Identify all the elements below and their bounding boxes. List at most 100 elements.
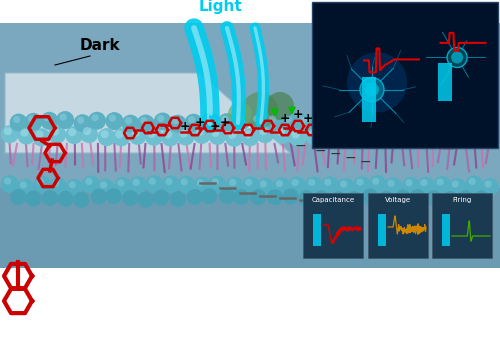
Circle shape (13, 116, 20, 123)
Circle shape (178, 176, 196, 194)
Text: +: + (194, 116, 205, 129)
Circle shape (161, 129, 179, 146)
Circle shape (114, 177, 132, 195)
Text: −: − (329, 147, 341, 161)
Circle shape (458, 113, 476, 131)
Circle shape (288, 129, 306, 147)
Circle shape (292, 131, 300, 139)
Circle shape (250, 189, 266, 205)
Text: Dark: Dark (80, 38, 120, 53)
Circle shape (77, 117, 84, 124)
Circle shape (372, 129, 380, 137)
Circle shape (266, 113, 283, 131)
Circle shape (242, 92, 278, 128)
Circle shape (34, 176, 52, 194)
Circle shape (388, 180, 394, 187)
Circle shape (433, 176, 451, 194)
Circle shape (269, 115, 276, 123)
Circle shape (100, 130, 108, 138)
Circle shape (361, 112, 379, 130)
Circle shape (194, 177, 212, 195)
Circle shape (336, 125, 354, 143)
Circle shape (308, 129, 316, 137)
Text: +: + (302, 111, 314, 125)
Circle shape (362, 189, 378, 204)
Circle shape (148, 178, 156, 185)
Circle shape (274, 126, 292, 144)
Circle shape (380, 117, 387, 124)
Circle shape (282, 189, 298, 204)
Circle shape (352, 126, 370, 144)
Circle shape (421, 127, 429, 135)
Circle shape (323, 129, 332, 137)
Circle shape (376, 115, 394, 133)
Bar (378, 214, 386, 246)
Circle shape (384, 177, 402, 195)
Circle shape (428, 114, 436, 121)
Circle shape (417, 177, 435, 195)
Circle shape (433, 125, 451, 143)
Circle shape (368, 127, 386, 145)
Circle shape (481, 128, 499, 146)
Circle shape (24, 113, 42, 131)
Circle shape (96, 179, 114, 197)
Circle shape (347, 52, 407, 112)
Circle shape (436, 127, 444, 135)
Circle shape (98, 128, 116, 146)
Circle shape (288, 176, 306, 194)
Circle shape (300, 117, 306, 124)
Circle shape (464, 128, 482, 146)
Text: −: − (294, 139, 306, 153)
Circle shape (414, 114, 420, 121)
Circle shape (451, 52, 463, 63)
Circle shape (320, 127, 338, 145)
Circle shape (196, 128, 204, 136)
Circle shape (116, 130, 124, 138)
Circle shape (88, 112, 106, 130)
Circle shape (356, 179, 364, 186)
Bar (0, 23, 500, 268)
Circle shape (272, 178, 290, 195)
Circle shape (253, 115, 260, 122)
Circle shape (80, 125, 98, 143)
Circle shape (212, 129, 220, 137)
Circle shape (328, 113, 346, 131)
Circle shape (42, 190, 58, 206)
Circle shape (16, 179, 34, 197)
Circle shape (208, 127, 226, 145)
Circle shape (436, 179, 444, 186)
Circle shape (166, 178, 172, 185)
Circle shape (68, 128, 76, 136)
Circle shape (281, 113, 299, 131)
Circle shape (298, 190, 314, 206)
Circle shape (136, 115, 154, 132)
Circle shape (40, 112, 58, 130)
Circle shape (379, 191, 395, 207)
Circle shape (360, 78, 384, 102)
Circle shape (484, 130, 492, 138)
Text: +: + (280, 111, 290, 125)
Circle shape (52, 180, 60, 187)
Circle shape (176, 127, 194, 146)
Circle shape (484, 180, 492, 188)
Circle shape (385, 128, 403, 146)
Circle shape (184, 114, 202, 132)
Circle shape (125, 117, 132, 124)
Circle shape (193, 126, 211, 144)
Circle shape (208, 176, 226, 194)
Circle shape (442, 191, 458, 207)
Circle shape (122, 115, 140, 133)
Circle shape (0, 125, 18, 143)
Circle shape (410, 189, 426, 205)
Circle shape (410, 112, 428, 130)
Circle shape (241, 128, 259, 146)
Circle shape (202, 112, 220, 130)
Circle shape (236, 115, 243, 122)
Circle shape (332, 115, 339, 122)
Circle shape (82, 175, 100, 193)
Circle shape (170, 191, 186, 207)
Circle shape (226, 176, 244, 194)
Circle shape (73, 192, 89, 208)
Circle shape (153, 190, 169, 205)
Circle shape (132, 129, 140, 137)
